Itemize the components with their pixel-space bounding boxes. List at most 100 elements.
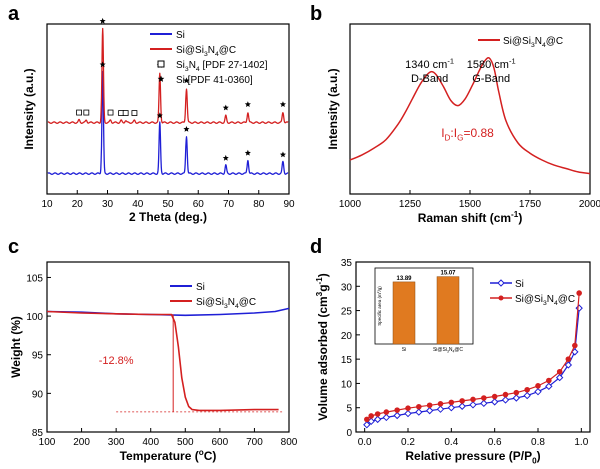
panel-label-c: c bbox=[8, 236, 19, 258]
a-si-star-top bbox=[183, 77, 190, 84]
d-inset-ylabel-part: Specific area (m bbox=[377, 293, 382, 326]
c-xlabel-part: o bbox=[199, 448, 204, 457]
c-xtick-label: 200 bbox=[73, 437, 90, 448]
c-xlabel: Temperature (oC) bbox=[120, 448, 217, 463]
a-xtick-label: 40 bbox=[132, 199, 144, 210]
d-point-si bbox=[404, 409, 412, 418]
d-legend-diamond bbox=[497, 279, 505, 287]
d-point-composite bbox=[535, 383, 541, 389]
a-xtick-label: 10 bbox=[41, 199, 53, 210]
b-id-ig-ratio-part: =0.88 bbox=[463, 126, 494, 140]
a-xtick-label: 90 bbox=[283, 199, 295, 210]
c-legend-label: Si bbox=[196, 282, 205, 293]
d-point-si bbox=[501, 396, 510, 404]
b-legend-label: Si@Si3N4@C bbox=[503, 36, 563, 49]
d-point-si bbox=[458, 402, 466, 410]
a-si-star-top bbox=[244, 101, 251, 107]
a-si3n4-square bbox=[83, 109, 90, 116]
c-ytick-label: 90 bbox=[32, 389, 44, 400]
d-inset-bar bbox=[436, 276, 460, 345]
d-inset-category-label-part: N bbox=[449, 347, 453, 353]
d-ytick-label: 10 bbox=[341, 379, 353, 390]
d-point-composite bbox=[394, 407, 400, 413]
a-legend-label: Si3N4 [PDF 27-1402] bbox=[176, 60, 268, 73]
a-ylabel: Intensity (a.u.) bbox=[22, 68, 36, 149]
panel-c-frame bbox=[46, 261, 290, 433]
d-point-si bbox=[534, 387, 542, 396]
c-xtick-label: 700 bbox=[246, 437, 263, 448]
panel-label-d: d bbox=[310, 236, 322, 258]
a-legend-label: Si@Si3N4@C bbox=[176, 45, 236, 58]
b-legend-label-part: 4 bbox=[542, 42, 546, 49]
d-point-si bbox=[490, 398, 499, 406]
a-legend-label-part: N bbox=[208, 45, 215, 56]
a-si3n4-square bbox=[76, 109, 82, 116]
d-ytick-label: 20 bbox=[341, 331, 353, 342]
c-series-1 bbox=[46, 310, 279, 412]
c-ytick-label: 100 bbox=[26, 312, 43, 323]
d-ylabel-part: Volume adsorbed (cm bbox=[316, 296, 330, 420]
d-inset-value-label: 13.89 bbox=[396, 276, 412, 282]
a-series-0 bbox=[47, 70, 289, 175]
panel-label-b: b bbox=[310, 3, 322, 25]
c-xtick-label: 600 bbox=[212, 437, 229, 448]
b-gband-label: G-Band bbox=[472, 73, 510, 85]
d-point-composite bbox=[502, 391, 509, 398]
panel-label-a: a bbox=[8, 3, 20, 25]
a-xlabel: 2 Theta (deg.) bbox=[129, 210, 207, 224]
a-legend-star bbox=[157, 75, 165, 82]
a-legend-label-part: 4 bbox=[215, 51, 219, 58]
c-xtick-label: 300 bbox=[108, 437, 125, 448]
d-point-composite bbox=[524, 386, 530, 393]
d-inset-value-label: 15.07 bbox=[440, 271, 456, 277]
b-xtick-label: 1500 bbox=[459, 199, 482, 210]
d-xtick-label: 0.8 bbox=[531, 437, 545, 448]
d-point-si bbox=[512, 394, 521, 402]
c-ytick-label: 105 bbox=[26, 273, 43, 284]
a-si-star-bottom bbox=[156, 112, 163, 119]
d-point-composite bbox=[383, 409, 390, 415]
a-legend-square bbox=[157, 60, 165, 68]
d-ylabel-part: -1 bbox=[315, 277, 324, 285]
c-legend-label-part: 3 bbox=[224, 303, 228, 310]
c-ylabel: Weight (%) bbox=[9, 316, 23, 378]
b-xtick-label: 2000 bbox=[579, 199, 600, 210]
c-legend-label: Si@Si3N4@C bbox=[196, 297, 256, 310]
d-point-composite bbox=[426, 402, 433, 409]
c-ytick-label: 95 bbox=[32, 351, 44, 362]
c-legend-label-part: Si@Si bbox=[196, 297, 224, 308]
c-ytick-label: 85 bbox=[32, 428, 44, 439]
b-id-ig-ratio-part: D bbox=[445, 133, 451, 142]
d-xtick-label: 0.6 bbox=[488, 437, 502, 448]
d-ytick-label: 5 bbox=[346, 404, 352, 415]
d-ylabel: Volume adsorbed (cm3g-1) bbox=[315, 273, 330, 421]
b-legend-label-part: N bbox=[535, 36, 542, 47]
a-legend-label-part: @C bbox=[219, 45, 236, 56]
d-point-composite bbox=[556, 368, 563, 375]
d-inset-category-label-part: Si bbox=[402, 347, 406, 353]
b-dband-label: D-Band bbox=[411, 73, 448, 85]
a-xtick-label: 30 bbox=[102, 199, 114, 210]
b-xtick-label: 1250 bbox=[399, 199, 422, 210]
d-xlabel-part: 0 bbox=[532, 456, 537, 465]
b-legend-label-part: @C bbox=[546, 36, 563, 47]
d-xlabel: Relative pressure (P/P0) bbox=[405, 449, 540, 465]
d-inset-ylabel-part: 2 bbox=[376, 291, 380, 293]
d-xlabel-part: ) bbox=[537, 449, 541, 463]
b-xlabel-part: Raman shift (cm bbox=[418, 211, 511, 225]
d-point-si bbox=[415, 408, 423, 416]
a-si-star-top bbox=[222, 104, 229, 111]
d-point-composite bbox=[513, 389, 520, 396]
a-legend-label-part: 3 bbox=[185, 66, 189, 73]
b-xlabel-part: ) bbox=[518, 211, 522, 225]
a-si3n4-square bbox=[131, 110, 138, 116]
a-series-1 bbox=[47, 27, 289, 124]
d-xtick-label: 0.2 bbox=[401, 437, 415, 448]
d-inset-ylabel: Specific area (m2/g) bbox=[376, 286, 382, 326]
b-series-raman bbox=[349, 56, 591, 175]
d-point-si bbox=[393, 411, 401, 420]
d-ylabel-part: g bbox=[316, 284, 330, 291]
c-xtick-label: 400 bbox=[142, 437, 159, 448]
d-legend-circle bbox=[498, 295, 504, 301]
d-legend-label-part: 4 bbox=[554, 300, 558, 307]
